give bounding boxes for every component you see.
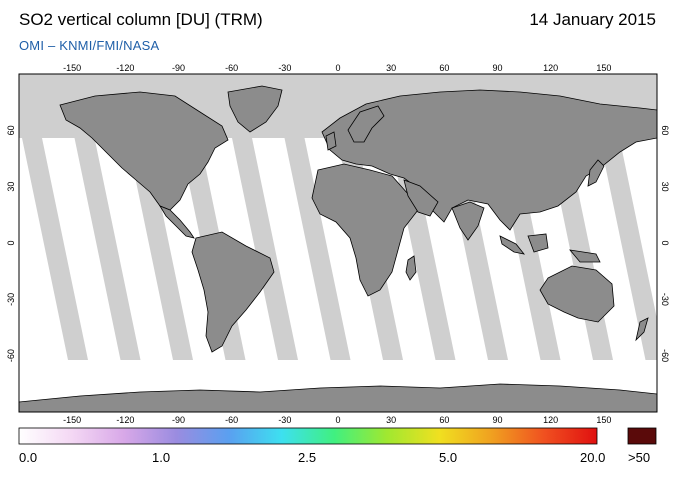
greenland	[227, 85, 283, 133]
north-america	[59, 91, 229, 211]
south-america	[191, 231, 275, 353]
colorbar-label: 5.0	[439, 450, 458, 465]
lon-tick-label-top: -30	[278, 63, 291, 73]
lon-tick-label-top: 60	[439, 63, 449, 73]
lon-tick-label-bottom: 60	[439, 415, 449, 425]
orbit-gap-swath	[22, 138, 88, 360]
colorbar-label: 2.5	[298, 450, 317, 465]
africa	[311, 163, 419, 297]
lon-tick-label-top: -60	[225, 63, 238, 73]
lon-tick-label-top: -150	[63, 63, 81, 73]
lon-tick-label-top: 120	[543, 63, 558, 73]
lat-tick-label-right: -30	[660, 293, 670, 306]
lon-tick-label-top: 90	[492, 63, 502, 73]
orbit-gap-swath	[127, 138, 193, 360]
lon-tick-label-top: 150	[596, 63, 611, 73]
lat-tick-label-right: 60	[660, 125, 670, 135]
orbit-gap-swath	[74, 138, 141, 360]
lat-tick-label-right: -60	[660, 349, 670, 362]
new-guinea	[569, 249, 601, 263]
australia	[539, 265, 615, 323]
map-date: 14 January 2015	[529, 10, 656, 29]
map-frame	[18, 73, 658, 413]
eurasia	[321, 89, 657, 231]
arabia	[403, 179, 439, 217]
lon-tick-label-bottom: -150	[63, 415, 81, 425]
orbit-gap-swath	[232, 138, 298, 360]
lon-tick-label-bottom: -120	[116, 415, 134, 425]
colorbar	[18, 427, 598, 445]
lon-tick-label-bottom: -30	[278, 415, 291, 425]
lat-tick-label-left: 30	[6, 182, 16, 192]
india	[451, 201, 485, 241]
scandinavia	[347, 105, 385, 143]
colorbar-overflow-swatch	[627, 427, 657, 445]
japan	[587, 159, 605, 187]
orbit-gap-swath	[599, 138, 657, 360]
lat-tick-label-right: 30	[660, 182, 670, 192]
lon-tick-label-top: 30	[386, 63, 396, 73]
lon-tick-label-bottom: -90	[172, 415, 185, 425]
lat-tick-label-left: -60	[6, 349, 16, 362]
lat-tick-label-left: -30	[6, 293, 16, 306]
antarctica	[19, 383, 657, 412]
colorbar-label: 0.0	[19, 450, 38, 465]
lon-tick-label-bottom: 120	[543, 415, 558, 425]
lat-tick-label-right: 0	[660, 240, 670, 245]
new-zealand	[635, 317, 649, 342]
lon-tick-label-bottom: 30	[386, 415, 396, 425]
british-isles	[325, 131, 337, 151]
lon-tick-label-bottom: 150	[596, 415, 611, 425]
lon-tick-label-top: 0	[335, 63, 340, 73]
lon-tick-label-top: -90	[172, 63, 185, 73]
lon-tick-label-bottom: 90	[492, 415, 502, 425]
sumatra	[499, 235, 525, 255]
orbit-gap-swath	[284, 138, 351, 360]
lon-tick-label-top: -120	[116, 63, 134, 73]
colorbar-label: 1.0	[152, 450, 171, 465]
lat-tick-label-left: 60	[6, 125, 16, 135]
lat-tick-label-left: 0	[6, 240, 16, 245]
data-credit: OMI – KNMI/FMI/NASA	[19, 38, 160, 53]
madagascar	[405, 255, 417, 281]
axis-ticks: -150 -150 -120 -120 -90 -90 -60 -60 -30 -30 0 0 30 30…	[6, 63, 670, 425]
colorbar-overflow-label: >50	[628, 450, 651, 465]
borneo	[527, 233, 549, 253]
lon-tick-label-bottom: 0	[335, 415, 340, 425]
lon-tick-label-bottom: -60	[225, 415, 238, 425]
map-title: SO2 vertical column [DU] (TRM)	[19, 10, 263, 29]
colorbar-label: 20.0	[580, 450, 606, 465]
central-america	[159, 205, 195, 239]
landmasses	[19, 85, 657, 412]
